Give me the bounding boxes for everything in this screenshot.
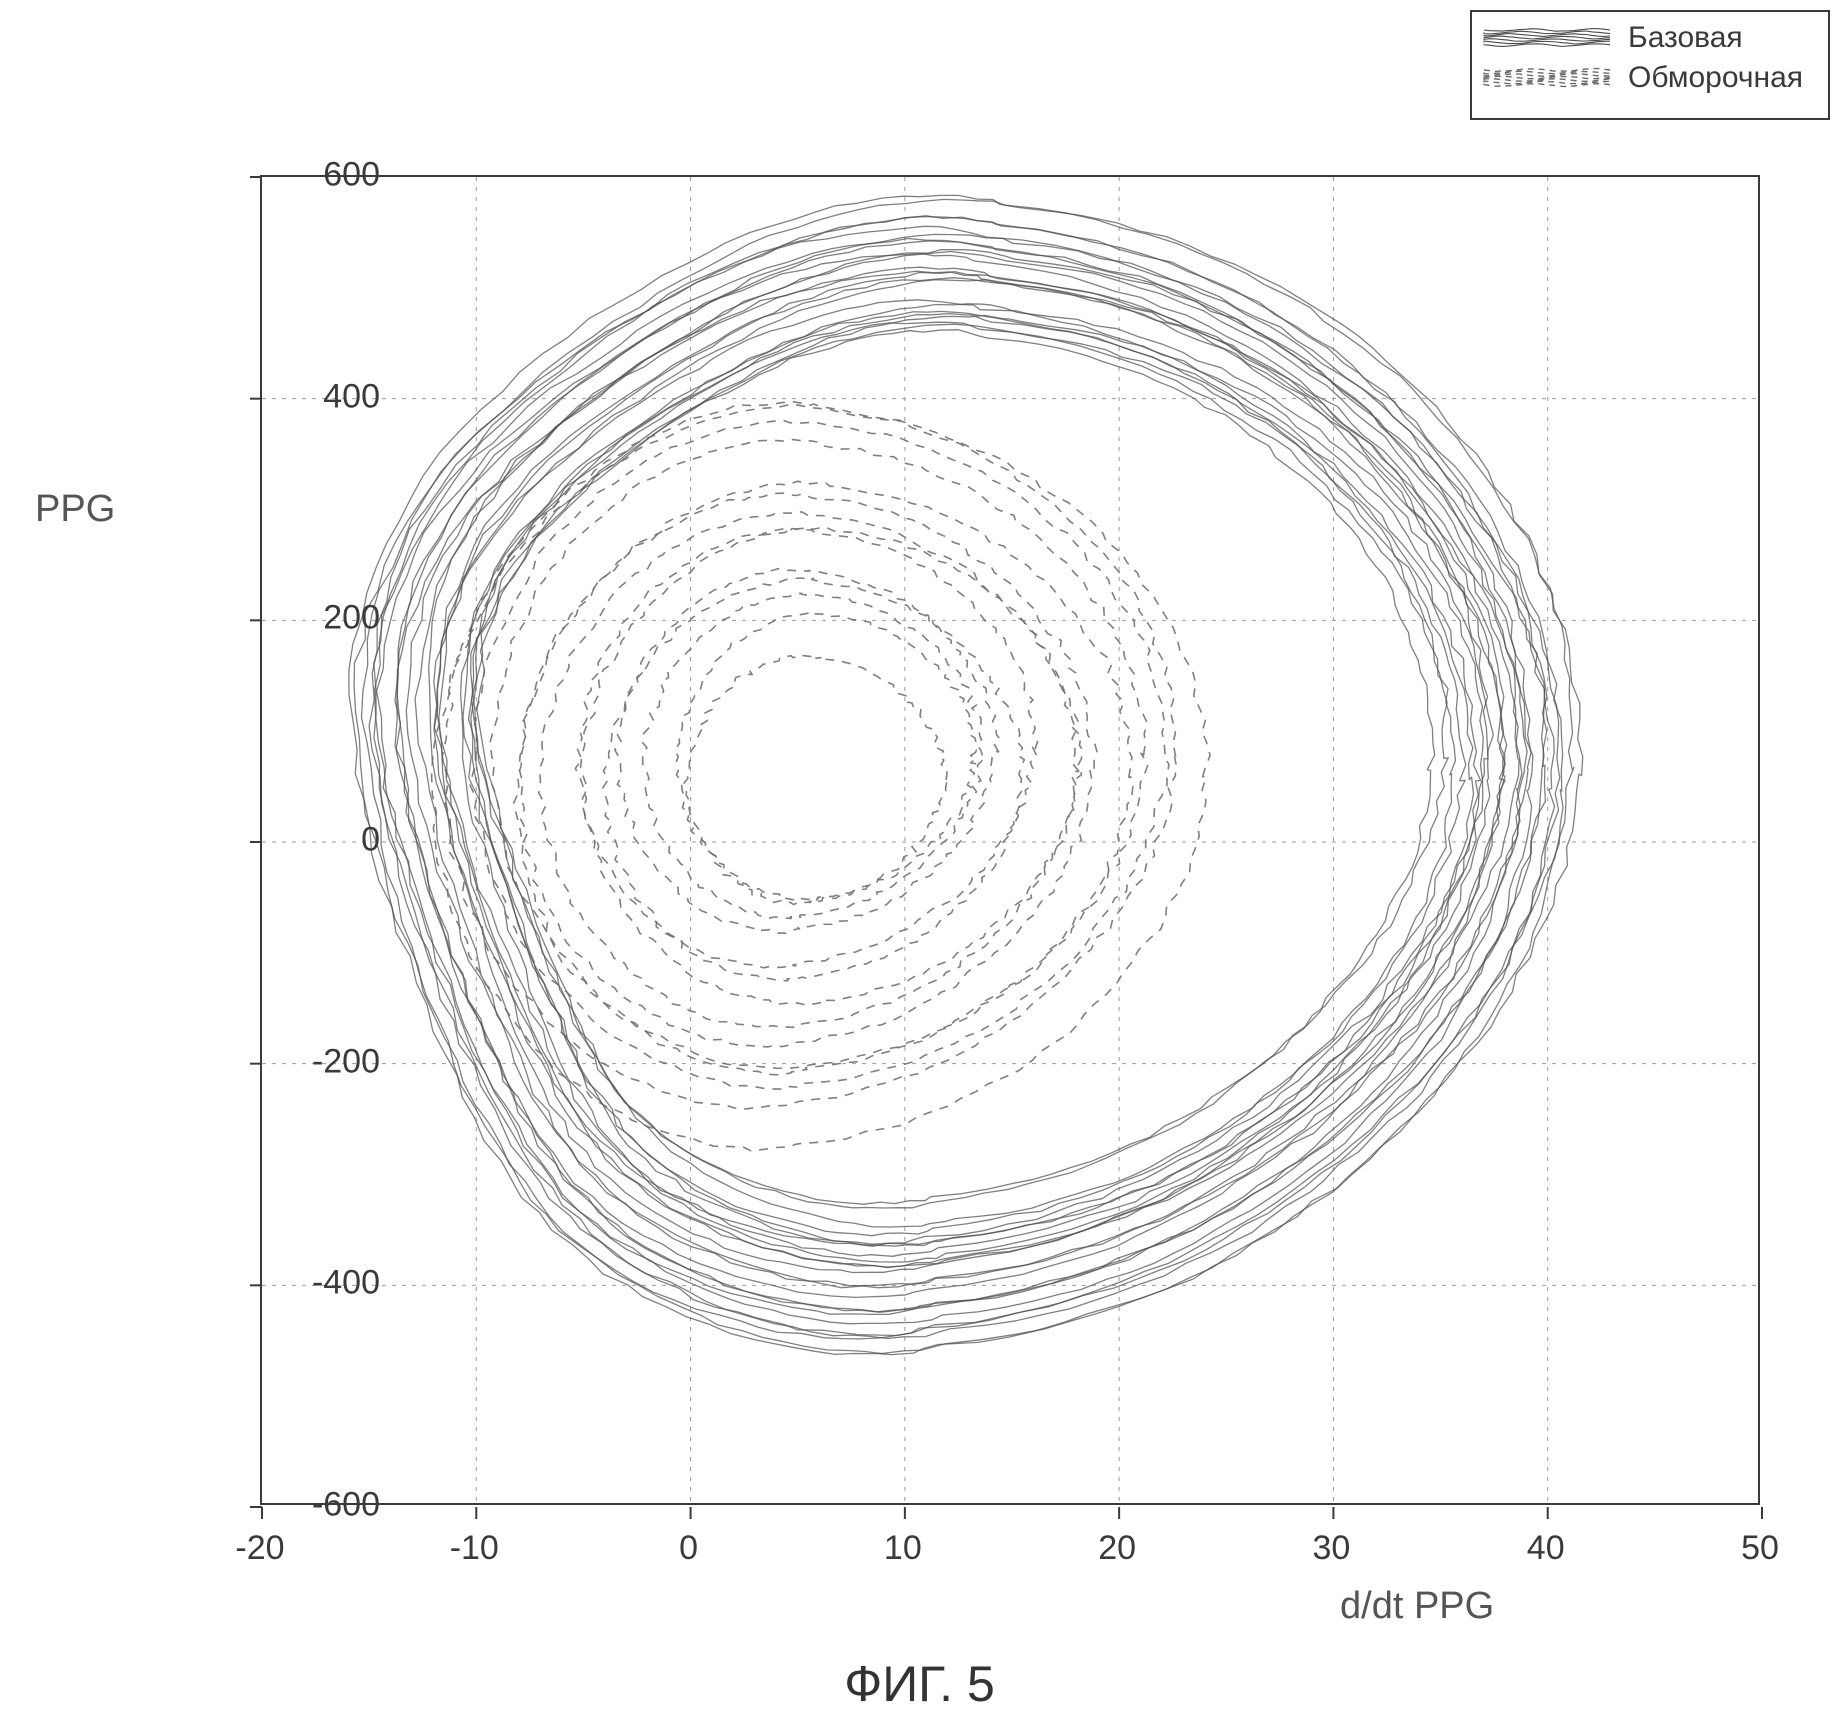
page: Базовая Обморочная PPG d/dt PPG ФИГ. 5 -… (0, 0, 1839, 1705)
x-tick-label: 10 (853, 1529, 953, 1568)
y-tick-label: -400 (260, 1264, 380, 1303)
legend-swatch-baseline-lines (1484, 29, 1610, 47)
x-tick-label: -10 (424, 1529, 524, 1568)
plot-area (260, 175, 1760, 1505)
legend-item-baseline: Базовая (1484, 18, 1816, 58)
x-tick-label: 0 (639, 1529, 739, 1568)
grid-layer (262, 177, 1762, 1507)
legend-swatch-syncope (1484, 67, 1614, 89)
x-tick-label: -20 (210, 1529, 310, 1568)
x-tick-label: 20 (1067, 1529, 1167, 1568)
y-tick-label: 200 (260, 599, 380, 638)
y-tick-label: -600 (260, 1486, 380, 1525)
x-tick-label: 50 (1710, 1529, 1810, 1568)
series-layer (349, 195, 1583, 1354)
x-tick-label: 40 (1496, 1529, 1596, 1568)
legend-item-syncope: Обморочная (1484, 58, 1816, 98)
x-tick-label: 30 (1281, 1529, 1381, 1568)
legend-swatch-baseline (1484, 27, 1614, 49)
legend-label-baseline: Базовая (1628, 21, 1743, 55)
legend-label-syncope: Обморочная (1628, 61, 1803, 95)
x-axis-title: d/dt PPG (1340, 1585, 1494, 1628)
y-axis-title: PPG (35, 488, 115, 531)
figure-caption: ФИГ. 5 (0, 1655, 1839, 1713)
y-tick-label: 0 (260, 821, 380, 860)
y-tick-label: -200 (260, 1042, 380, 1081)
legend-swatch-syncope-lines (1484, 69, 1610, 87)
y-tick-label: 400 (260, 377, 380, 416)
legend-box: Базовая Обморочная (1470, 10, 1830, 120)
ticks-layer (250, 177, 1762, 1519)
plot-svg (262, 177, 1762, 1507)
y-tick-label: 600 (260, 156, 380, 195)
